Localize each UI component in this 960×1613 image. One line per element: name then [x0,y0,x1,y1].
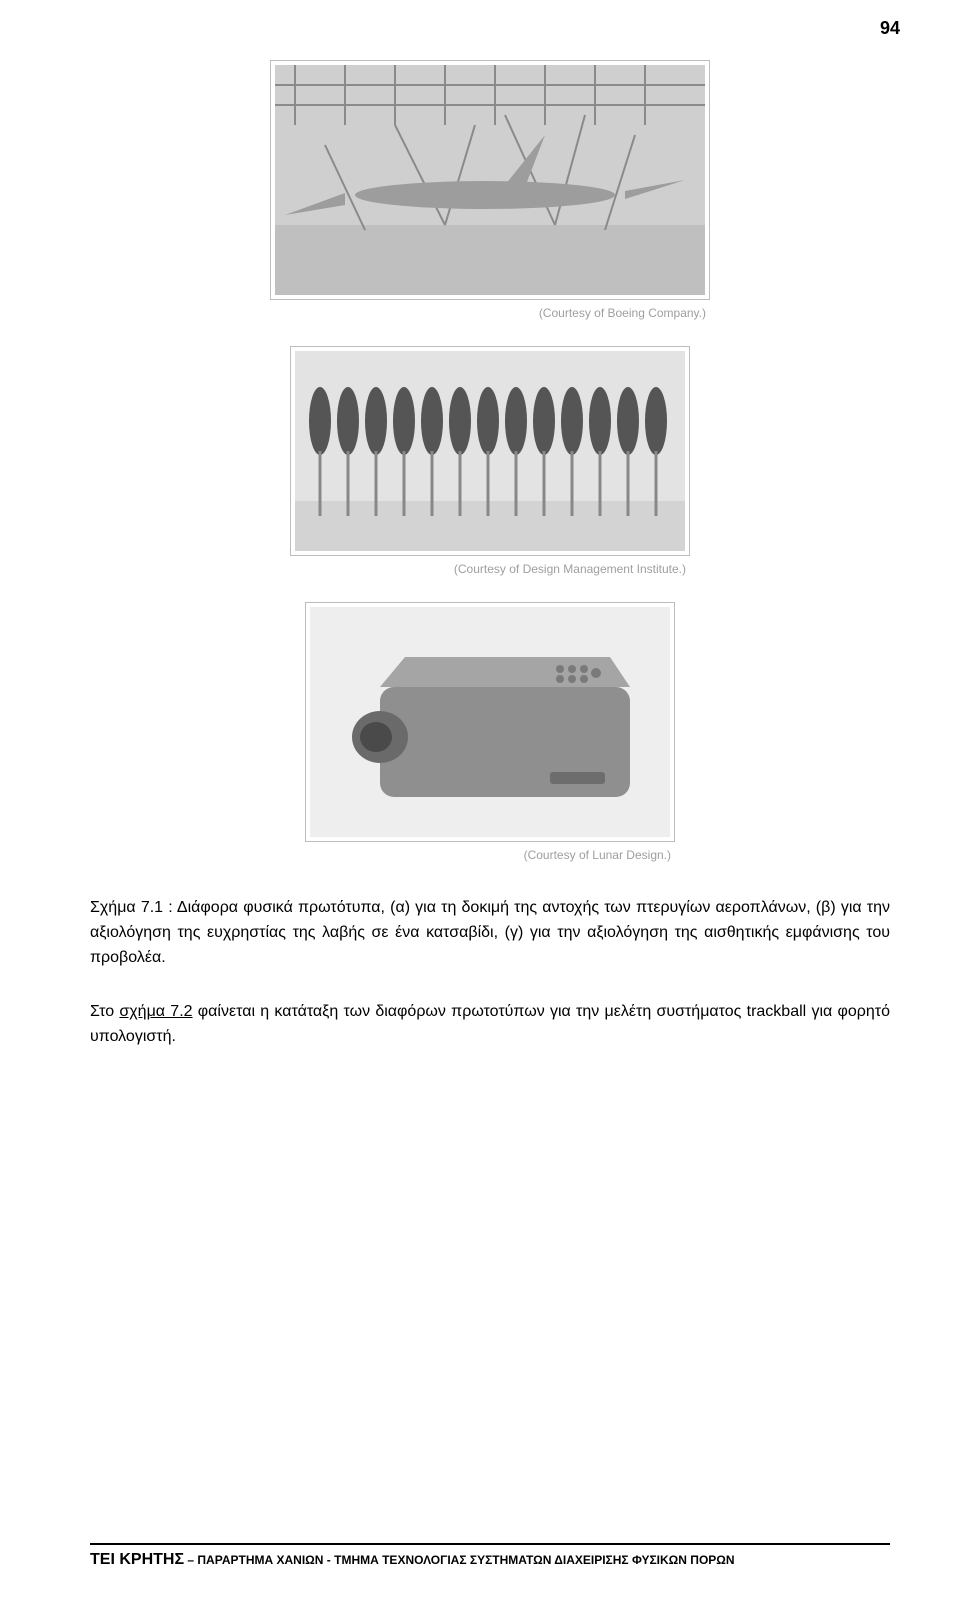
page-number: 94 [880,18,900,39]
figure-b-image [295,351,685,551]
figure-a: (Courtesy of Boeing Company.) [270,60,710,320]
figures-block: (Courtesy of Boeing Company.) [90,60,890,888]
figure-caption: Σχήμα 7.1 : Διάφορα φυσικά πρωτότυπα, (α… [90,896,890,970]
figure-b-frame [290,346,690,556]
figure-c-frame [305,602,675,842]
footer-divider [90,1543,890,1545]
figure-a-credit: (Courtesy of Boeing Company.) [539,306,706,320]
figure-c: (Courtesy of Lunar Design.) [305,602,675,862]
body-post: φαίνεται η κατάταξη των διαφόρων πρωτοτύ… [90,1003,890,1045]
figure-c-image [310,607,670,837]
figure-a-image [275,65,705,295]
body-pre: Στο [90,1003,119,1020]
footer-institution: ΤΕΙ ΚΡΗΤΗΣ [90,1551,184,1568]
figure-b-credit: (Courtesy of Design Management Institute… [454,562,686,576]
body-paragraph: Στο σχήμα 7.2 φαίνεται η κατάταξη των δι… [90,1000,890,1050]
figure-ref-link[interactable]: σχήμα 7.2 [119,1003,192,1020]
footer: ΤΕΙ ΚΡΗΤΗΣ – ΠΑΡΑΡΤΗΜΑ ΧΑΝΙΩΝ - ΤΜΗΜΑ ΤΕ… [90,1551,890,1569]
figure-b: (Courtesy of Design Management Institute… [290,346,690,576]
figure-a-frame [270,60,710,300]
page: 94 [0,0,960,1613]
figure-c-credit: (Courtesy of Lunar Design.) [524,848,671,862]
footer-rest: – ΠΑΡΑΡΤΗΜΑ ΧΑΝΙΩΝ - ΤΜΗΜΑ ΤΕΧΝΟΛΟΓΙΑΣ Σ… [184,1553,735,1567]
